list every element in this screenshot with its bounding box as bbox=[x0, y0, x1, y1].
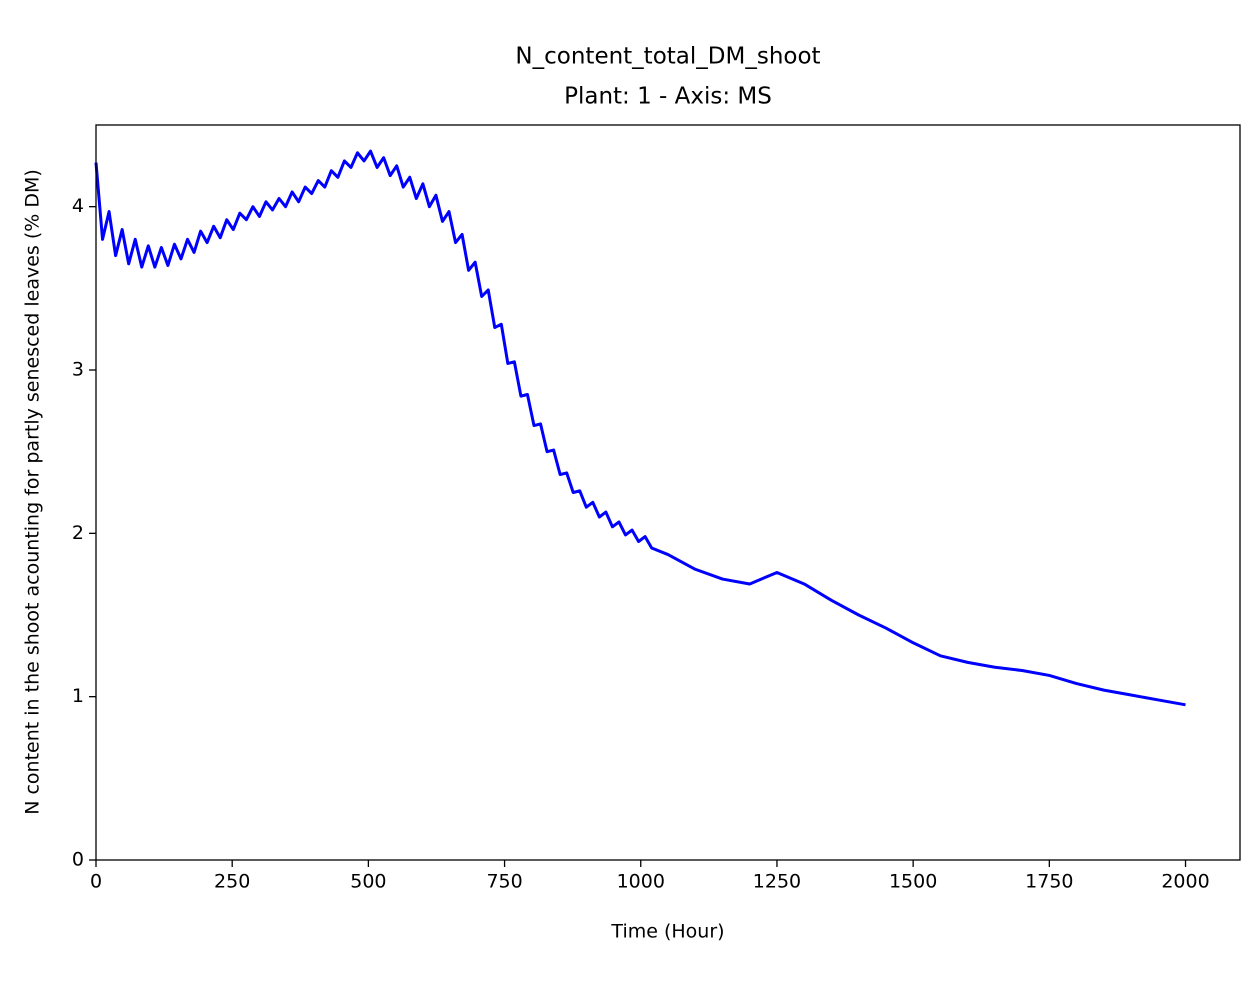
chart-subtitle: Plant: 1 - Axis: MS bbox=[564, 84, 772, 110]
x-tick-label: 500 bbox=[350, 871, 386, 893]
x-tick-label: 750 bbox=[486, 871, 522, 893]
x-tick-label: 250 bbox=[214, 871, 250, 893]
y-tick-label: 1 bbox=[72, 685, 84, 707]
y-tick-label: 0 bbox=[72, 849, 84, 871]
y-tick-label: 4 bbox=[72, 195, 84, 217]
x-tick-label: 1000 bbox=[617, 871, 665, 893]
y-tick-label: 2 bbox=[72, 522, 84, 544]
y-axis-label: N content in the shoot acounting for par… bbox=[22, 169, 44, 815]
x-tick-label: 2000 bbox=[1161, 871, 1209, 893]
x-tick-label: 1750 bbox=[1025, 871, 1073, 893]
chart-title: N_content_total_DM_shoot bbox=[515, 44, 820, 70]
x-tick-label: 0 bbox=[90, 871, 102, 893]
data-line bbox=[94, 149, 1186, 707]
plot-frame bbox=[95, 124, 1241, 861]
x-axis-label: Time (Hour) bbox=[610, 921, 724, 943]
y-tick-label: 3 bbox=[72, 359, 84, 381]
x-tick-label: 1250 bbox=[753, 871, 801, 893]
x-tick-label: 1500 bbox=[889, 871, 937, 893]
